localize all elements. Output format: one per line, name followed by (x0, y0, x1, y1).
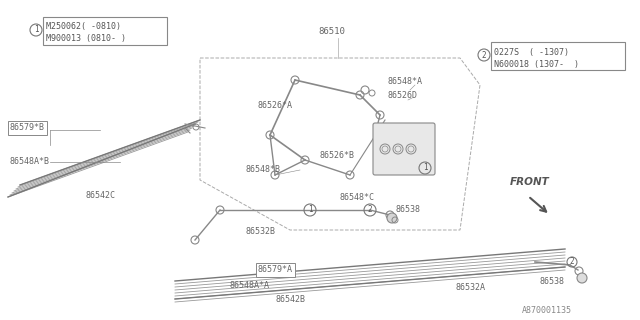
Text: 86579*A: 86579*A (258, 266, 293, 275)
Text: 1: 1 (34, 26, 38, 35)
Text: 86532B: 86532B (245, 228, 275, 236)
Text: 2: 2 (482, 51, 486, 60)
Text: 86538: 86538 (540, 277, 565, 286)
FancyBboxPatch shape (491, 42, 625, 70)
Text: 86548*B: 86548*B (245, 165, 280, 174)
Text: 86548A*A: 86548A*A (230, 281, 270, 290)
Text: 1: 1 (422, 164, 428, 172)
Text: 1: 1 (308, 205, 312, 214)
Text: FRONT: FRONT (510, 177, 550, 187)
Text: 86548*C: 86548*C (340, 193, 375, 202)
Text: 86538: 86538 (395, 205, 420, 214)
Text: 2: 2 (570, 258, 574, 267)
Text: 86526*A: 86526*A (258, 100, 293, 109)
Text: 86526D: 86526D (388, 91, 418, 100)
Circle shape (387, 213, 397, 223)
Text: 86579*B: 86579*B (10, 124, 45, 132)
Text: 86526*B: 86526*B (320, 150, 355, 159)
Text: N600018 (1307-  ): N600018 (1307- ) (494, 60, 579, 68)
Text: 86548*A: 86548*A (388, 77, 423, 86)
FancyBboxPatch shape (373, 123, 435, 175)
Text: 0227S  ( -1307): 0227S ( -1307) (494, 47, 569, 57)
Circle shape (577, 273, 587, 283)
Text: 2: 2 (368, 205, 372, 214)
Text: 86510: 86510 (318, 28, 345, 36)
Text: M250062( -0810): M250062( -0810) (46, 22, 121, 31)
Text: 86542B: 86542B (275, 295, 305, 305)
Text: 86532A: 86532A (455, 284, 485, 292)
Text: 86548A*B: 86548A*B (10, 157, 50, 166)
FancyBboxPatch shape (43, 17, 167, 45)
Text: 86542C: 86542C (85, 190, 115, 199)
Text: M900013 (0810- ): M900013 (0810- ) (46, 35, 126, 44)
Text: A870001135: A870001135 (522, 306, 572, 315)
